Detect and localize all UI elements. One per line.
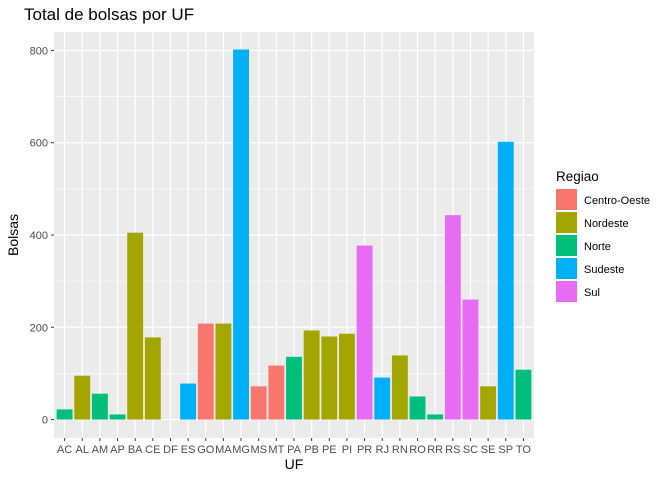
bar-rn xyxy=(391,355,408,420)
legend-label: Norte xyxy=(584,241,611,253)
x-tick-label: RO xyxy=(409,444,426,456)
legend-item: Centro-Oeste xyxy=(556,189,650,210)
x-tick-label: SP xyxy=(498,444,513,456)
bar-rs xyxy=(444,215,461,420)
x-tick-label: ES xyxy=(181,444,196,456)
legend-key xyxy=(556,235,577,256)
legend-label: Centro-Oeste xyxy=(584,195,650,207)
x-tick-label: MG xyxy=(232,444,250,456)
bar-pr xyxy=(356,245,373,420)
bar-pb xyxy=(303,330,320,420)
legend-label: Nordeste xyxy=(584,218,629,230)
x-tick-label: TO xyxy=(516,444,532,456)
legend: Regiao Centro-Oeste Nordeste Norte Sudeste S… xyxy=(556,169,650,302)
legend-label: Sudeste xyxy=(584,264,624,276)
y-axis: 0 200 400 600 800 xyxy=(30,45,54,427)
x-tick-label: RN xyxy=(392,444,408,456)
bar-rj xyxy=(374,377,391,420)
legend-title: Regiao xyxy=(556,169,599,184)
y-tick-label: 600 xyxy=(30,138,48,150)
y-axis-title: Bolsas xyxy=(5,214,21,256)
x-tick-label: PA xyxy=(287,444,302,456)
bar-ba xyxy=(127,232,144,420)
legend-label: Sul xyxy=(584,287,600,299)
x-axis-title: UF xyxy=(285,456,304,472)
bar-sc xyxy=(462,299,479,420)
x-tick-label: MT xyxy=(268,444,284,456)
bar-pe xyxy=(321,336,338,420)
legend-key xyxy=(556,189,577,210)
bar-rr xyxy=(427,414,444,420)
x-tick-label: AM xyxy=(92,444,109,456)
legend-item: Sul xyxy=(556,281,600,302)
bar-ro xyxy=(409,396,426,420)
bar-se xyxy=(480,386,497,420)
x-tick-label: MS xyxy=(250,444,267,456)
legend-item: Sudeste xyxy=(556,258,624,279)
x-tick-label: RS xyxy=(445,444,460,456)
x-tick-label: PE xyxy=(322,444,337,456)
legend-item: Norte xyxy=(556,235,611,256)
bar-es xyxy=(180,383,197,420)
legend-key xyxy=(556,258,577,279)
bars xyxy=(56,49,532,420)
bar-mg xyxy=(233,49,249,420)
legend-key xyxy=(556,212,577,233)
bar-ma xyxy=(215,323,232,420)
x-axis: AC AL AM AP BA CE DF ES GO MA MG MS MT PA PB PE PI PR RJ RN… xyxy=(57,438,531,456)
x-tick-label: SC xyxy=(463,444,478,456)
x-tick-label: PI xyxy=(342,444,352,456)
x-tick-label: SE xyxy=(481,444,496,456)
bar-pi xyxy=(339,333,355,420)
chart-title: Total de bolsas por UF xyxy=(24,5,194,24)
x-tick-label: AL xyxy=(76,444,89,456)
x-tick-label: RJ xyxy=(376,444,389,456)
bar-ms xyxy=(250,386,267,420)
x-tick-label: PR xyxy=(357,444,372,456)
x-tick-label: AC xyxy=(57,444,72,456)
bar-go xyxy=(197,323,214,420)
bar-to xyxy=(515,369,532,420)
x-tick-label: MA xyxy=(215,444,232,456)
y-tick-label: 200 xyxy=(30,322,48,334)
bar-mt xyxy=(268,365,285,420)
x-tick-label: GO xyxy=(197,444,215,456)
x-tick-label: DF xyxy=(163,444,178,456)
bar-pa xyxy=(286,356,302,420)
legend-item: Nordeste xyxy=(556,212,629,233)
y-tick-label: 0 xyxy=(42,415,48,427)
x-tick-label: RR xyxy=(427,444,443,456)
bar-sp xyxy=(497,141,514,420)
legend-key xyxy=(556,281,577,302)
bar-al xyxy=(74,375,91,420)
y-tick-label: 400 xyxy=(30,230,48,242)
x-tick-label: BA xyxy=(128,444,143,456)
bar-am xyxy=(91,393,108,420)
x-tick-label: PB xyxy=(304,444,319,456)
y-tick-label: 800 xyxy=(30,45,48,57)
x-tick-label: CE xyxy=(145,444,160,456)
bar-ap xyxy=(109,414,126,420)
bar-ac xyxy=(56,409,73,420)
x-tick-label: AP xyxy=(110,444,125,456)
bar-ce xyxy=(144,337,161,420)
